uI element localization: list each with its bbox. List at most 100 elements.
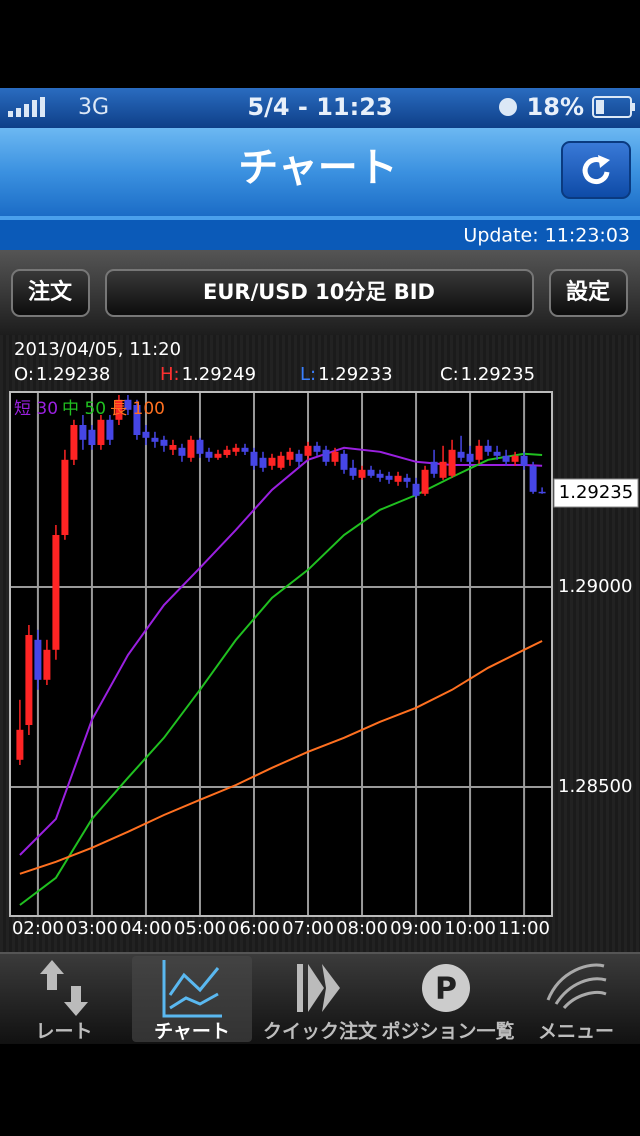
candle-body (187, 439, 195, 458)
moving-average-line (19, 452, 543, 906)
plot-border (9, 391, 553, 917)
candle-body (97, 419, 105, 445)
candle-body (484, 445, 492, 452)
candle-body (142, 431, 150, 438)
candle-body (403, 477, 411, 482)
candle-body (385, 475, 393, 480)
ohlc-value: 1.29249 (182, 364, 256, 385)
candle-body (421, 469, 429, 494)
candle-body (169, 445, 177, 450)
candle-body (232, 447, 240, 452)
order-button[interactable]: 注文 (11, 269, 90, 317)
candle-body (286, 451, 294, 460)
candle-body (34, 639, 42, 680)
plot-area (10, 392, 552, 916)
tab-label[interactable]: ポジション一覧 (381, 1020, 514, 1043)
candle-body (25, 635, 33, 725)
rate-icon (40, 960, 88, 1016)
ohlc-value: 1.29233 (318, 364, 392, 385)
ohlc-value: 1.29238 (36, 364, 110, 385)
candle-body (241, 447, 249, 452)
battery-icon (592, 96, 635, 118)
symbol-label: EUR/USD 10分足 BID (203, 280, 435, 304)
x-tick-label: 06:00 (228, 918, 280, 939)
x-tick-label: 05:00 (174, 918, 226, 939)
signal-icon (8, 97, 45, 117)
candle-body (61, 459, 69, 535)
svg-text:P: P (435, 972, 457, 1007)
x-tick-label: 07:00 (282, 918, 334, 939)
candle-body (214, 453, 222, 458)
last-price-label: 1.29235 (559, 482, 633, 503)
candle-body (196, 439, 204, 454)
candle-body (43, 649, 51, 680)
last-price-box (553, 478, 639, 508)
x-tick-label: 08:00 (336, 918, 388, 939)
tab-label[interactable]: チャート (154, 1021, 230, 1043)
candle-body (268, 457, 276, 466)
candle-body (88, 429, 96, 445)
candle-body (394, 475, 402, 482)
candle-body (457, 451, 465, 458)
candle-body (322, 449, 330, 462)
candle-body (133, 405, 141, 435)
chart-overlay: O: 1.29238 H: 1.29249 L: 1.29233 C: 1.2923502:0… (12, 364, 639, 939)
y-tick-label: 1.29000 (558, 576, 632, 597)
quick-order-icon (297, 964, 340, 1012)
ohlc-label: C: (440, 364, 459, 385)
moving-average-line (19, 640, 543, 875)
order-label: 注文 (28, 279, 73, 305)
candle-body (358, 469, 366, 478)
candle-body (160, 439, 168, 446)
candle-body (259, 457, 267, 468)
candle-body (70, 425, 78, 460)
candle-body (412, 483, 420, 496)
candle-body (448, 449, 456, 476)
tab-labels: レート チャート クイック注文 ポジション一覧 メニュー (35, 1020, 614, 1043)
candle-body (439, 461, 447, 478)
tab-label[interactable]: クイック注文 (263, 1020, 378, 1043)
ohlc-label: L: (300, 364, 316, 385)
candle-body (223, 449, 231, 455)
candle-body (367, 469, 375, 476)
ohlc-value: 1.29235 (461, 364, 535, 385)
symbol-button[interactable]: EUR/USD 10分足 BID (105, 269, 534, 317)
candle-body (493, 451, 501, 456)
candle-body (250, 451, 258, 466)
candle-body (205, 451, 213, 458)
update-bar-highlight (0, 216, 640, 220)
candle-body (178, 447, 186, 456)
candle-body (511, 455, 519, 462)
tab-label[interactable]: メニュー (538, 1021, 614, 1043)
ohlc-label: O: (14, 364, 34, 385)
alarm-icon (499, 98, 517, 116)
candle-body (520, 455, 528, 466)
refresh-button[interactable] (561, 141, 631, 199)
candle-body (16, 729, 24, 760)
candle-body (340, 453, 348, 470)
legend-entry: 短 30 (14, 399, 58, 419)
candle-body (79, 425, 87, 440)
y-tick-label: 1.28500 (558, 776, 632, 797)
plot (10, 392, 552, 916)
candle-body (376, 473, 384, 478)
candle-body (502, 455, 510, 462)
legend-entry: 長 100 (110, 399, 165, 419)
settings-label: 設定 (566, 279, 610, 305)
settings-button[interactable]: 設定 (549, 269, 628, 317)
x-tick-label: 10:00 (444, 918, 496, 939)
nav-title: チャート (238, 145, 398, 191)
legend-entry: 中 50 (62, 399, 106, 419)
position-icon: P (422, 964, 470, 1012)
candle-body (304, 445, 312, 456)
x-tick-label: 11:00 (498, 918, 550, 939)
x-tick-label: 09:00 (390, 918, 442, 939)
candle-body (52, 535, 60, 650)
tab-label[interactable]: レート (35, 1021, 92, 1043)
candle-body (466, 453, 474, 462)
x-tick-label: 02:00 (12, 918, 64, 939)
candle-body (295, 453, 303, 462)
candle-body (475, 445, 483, 460)
candle-body (313, 445, 321, 452)
